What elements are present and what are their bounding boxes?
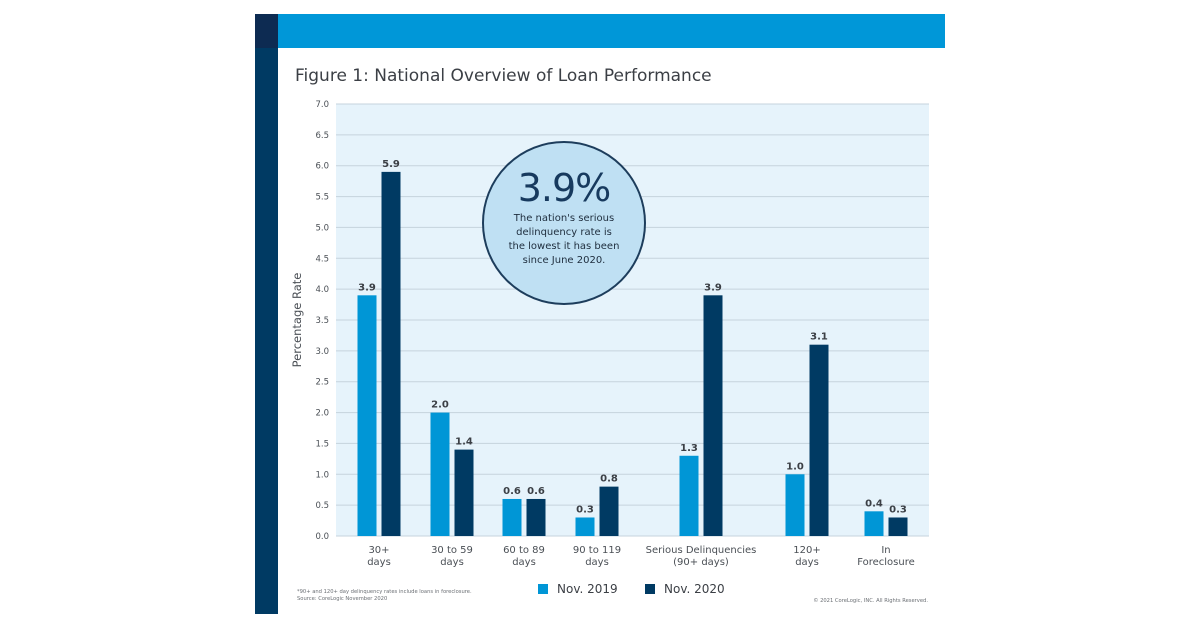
y-tick-label: 3.5 xyxy=(315,316,329,326)
bar-nov2020 xyxy=(703,295,723,536)
x-tick-label: Foreclosure xyxy=(857,557,915,568)
y-tick-label: 0.5 xyxy=(315,501,329,511)
copyright: © 2021 CoreLogic, INC. All Rights Reserv… xyxy=(813,598,928,604)
data-label: 3.9 xyxy=(358,282,376,293)
bar-nov2020 xyxy=(381,171,401,536)
y-tick-label: 4.5 xyxy=(315,254,329,264)
bar-nov2020 xyxy=(599,486,619,536)
top-accent-bar xyxy=(278,14,945,48)
bar-nov2019 xyxy=(430,412,450,536)
x-tick-label: In xyxy=(881,545,890,556)
legend-label: Nov. 2019 xyxy=(557,582,618,596)
side-accent-bar xyxy=(255,14,278,614)
data-label: 3.9 xyxy=(704,282,722,293)
chart-card: Figure 1: National Overview of Loan Perf… xyxy=(255,14,945,614)
bar-nov2019 xyxy=(785,474,805,536)
bar-chart: 0.0 0.5 1.0 1.5 2.0 2.5 3.0 3.5 4.0 4.5 5.0 5.5 6.0 6… xyxy=(290,100,929,596)
side-accent-corner xyxy=(255,14,278,48)
x-tick-label: 30 to 59 xyxy=(431,545,473,556)
data-label: 0.3 xyxy=(889,504,907,515)
bar-nov2019 xyxy=(502,498,522,536)
y-tick-label: 4.0 xyxy=(315,285,329,295)
bar-nov2019 xyxy=(575,517,595,536)
bar-nov2020 xyxy=(888,517,908,536)
footnote: *90+ and 120+ day delinquency rates incl… xyxy=(297,589,472,603)
bar-nov2019 xyxy=(864,511,884,536)
x-tick-label: 30+ xyxy=(368,545,389,556)
x-tick-label: 120+ xyxy=(793,545,820,556)
y-tick-label: 1.5 xyxy=(315,439,329,449)
x-tick-label: days xyxy=(367,557,391,568)
y-tick-label: 2.0 xyxy=(315,409,329,419)
data-label: 0.8 xyxy=(600,474,618,485)
data-label: 0.6 xyxy=(527,486,545,497)
bar-nov2019 xyxy=(357,295,377,536)
x-tick-label: Serious Delinquencies xyxy=(646,545,757,556)
footnote-line-2: Source: CoreLogic November 2020 xyxy=(297,596,388,602)
legend-swatch xyxy=(645,584,655,594)
data-label: 0.3 xyxy=(576,504,594,515)
bar-nov2020 xyxy=(809,344,829,536)
x-tick-label: days xyxy=(795,557,819,568)
data-label: 2.0 xyxy=(431,400,449,411)
y-tick-label: 5.5 xyxy=(315,193,329,203)
y-tick-label: 6.0 xyxy=(315,162,329,172)
y-tick-label: 1.0 xyxy=(315,470,329,480)
data-label: 1.0 xyxy=(786,461,804,472)
bar-nov2020 xyxy=(526,498,546,536)
callout-text: The nation's serious delinquency rate is… xyxy=(508,213,620,266)
x-tick-label: 90 to 119 xyxy=(573,545,621,556)
data-label: 5.9 xyxy=(382,159,400,170)
callout-value: 3.9% xyxy=(517,166,612,210)
x-tick-label: days xyxy=(512,557,536,568)
x-tick-label: days xyxy=(440,557,464,568)
y-axis-label: Percentage Rate xyxy=(290,273,304,368)
x-tick-label: (90+ days) xyxy=(673,557,729,568)
y-tick-label: 6.5 xyxy=(315,131,329,141)
x-tick-label: days xyxy=(585,557,609,568)
data-label: 3.1 xyxy=(810,332,828,343)
data-label: 0.6 xyxy=(503,486,521,497)
legend-label: Nov. 2020 xyxy=(664,582,725,596)
figure-title: Figure 1: National Overview of Loan Perf… xyxy=(295,66,712,86)
footnote-line-1: *90+ and 120+ day delinquency rates incl… xyxy=(297,589,472,595)
bar-nov2019 xyxy=(679,455,699,536)
y-tick-label: 0.0 xyxy=(315,532,329,542)
y-tick-label: 3.0 xyxy=(315,347,329,357)
y-tick-label: 7.0 xyxy=(315,100,329,110)
y-tick-label: 2.5 xyxy=(315,378,329,388)
x-tick-label: 60 to 89 xyxy=(503,545,545,556)
y-tick-label: 5.0 xyxy=(315,223,329,233)
data-label: 1.4 xyxy=(455,437,473,448)
data-label: 0.4 xyxy=(865,498,883,509)
callout-circle: 3.9% The nation's serious delinquency ra… xyxy=(482,141,646,305)
bar-nov2020 xyxy=(454,449,474,536)
legend-swatch xyxy=(538,584,548,594)
data-label: 1.3 xyxy=(680,443,698,454)
